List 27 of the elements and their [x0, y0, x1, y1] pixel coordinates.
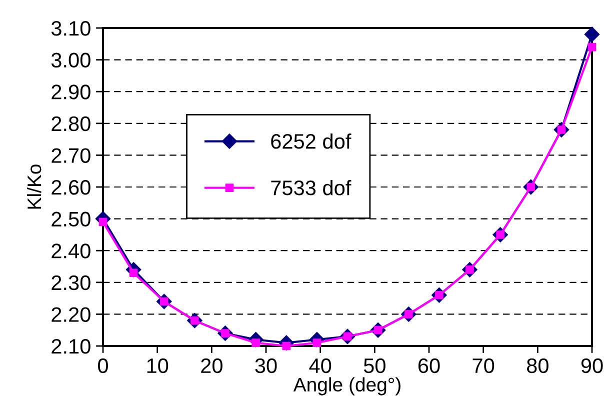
x-axis-title: Angle (deg°)	[293, 377, 400, 396]
y-tick-label: 2.80	[52, 116, 90, 132]
x-tick-label: 80	[526, 358, 548, 374]
x-tick-label: 90	[581, 358, 603, 374]
x-tick-label: 60	[418, 358, 440, 374]
x-tick-label: 10	[147, 358, 168, 374]
y-tick-label: 3.10	[51, 21, 90, 36]
y-axis-title: Kl/Ko	[26, 164, 42, 209]
y-tick-label: 2.30	[52, 275, 90, 290]
point	[588, 42, 596, 52]
x-tick-label: 0	[98, 358, 108, 374]
y-tick-label: 2.40	[52, 244, 90, 258]
y-tick-label: 2.60	[52, 180, 90, 195]
y-tick-label: 2.90	[52, 84, 90, 100]
x-tick-label: 70	[472, 358, 494, 374]
y-tick-label: 2.20	[52, 307, 90, 322]
x-tick-label: 30	[255, 358, 277, 374]
y-tick-label: 2.70	[52, 148, 90, 163]
x-tick-label: 40	[309, 358, 332, 374]
x-tick-label: 50	[364, 358, 386, 374]
point	[584, 26, 600, 42]
x-tick-label: 20	[201, 358, 222, 374]
legend-label: 7533 dof	[271, 180, 352, 196]
y-tick-label: 2.50	[52, 212, 90, 227]
y-tick-label: 3.00	[51, 52, 90, 68]
y-tick-label: 2.10	[52, 339, 90, 354]
legend-label: 6252 dof	[271, 133, 352, 149]
